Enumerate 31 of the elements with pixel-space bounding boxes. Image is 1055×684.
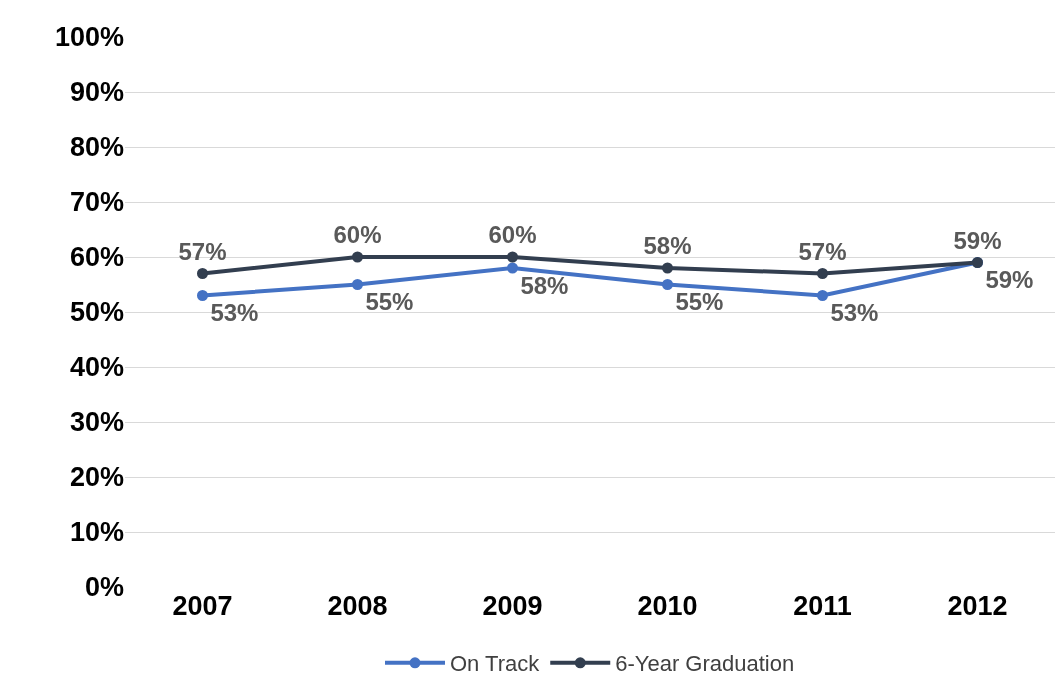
x-tick-label: 2010	[637, 591, 698, 621]
x-tick-label: 2007	[172, 591, 233, 621]
data-label: 53%	[830, 299, 879, 327]
data-label: 53%	[210, 299, 259, 327]
y-tick-label: 40%	[69, 352, 124, 383]
y-tick-label: 100%	[54, 22, 124, 53]
x-tick-label: 2009	[482, 591, 543, 621]
data-label: 57%	[178, 237, 227, 265]
data-label: 58%	[643, 232, 692, 260]
data-label: 57%	[798, 237, 847, 265]
legend-label: On Track	[450, 651, 541, 677]
x-tick-label: 2012	[947, 591, 1008, 621]
data-label: 60%	[488, 221, 537, 249]
data-label: 59%	[953, 226, 1002, 254]
y-tick-label: 0%	[84, 572, 124, 603]
data-label: 58%	[520, 271, 569, 299]
y-tick-label: 70%	[69, 187, 124, 218]
y-tick-label: 10%	[69, 517, 124, 548]
y-tick-label: 20%	[69, 462, 124, 493]
y-tick-label: 50%	[69, 297, 124, 328]
y-tick-label: 90%	[69, 77, 124, 108]
legend-label: 6-Year Graduation	[615, 651, 795, 677]
y-tick-label: 30%	[69, 407, 124, 438]
data-label: 55%	[675, 288, 724, 316]
x-tick-label: 2011	[793, 591, 852, 621]
y-tick-label: 60%	[69, 242, 124, 273]
x-tick-label: 2008	[327, 591, 388, 621]
data-label: 60%	[333, 221, 382, 249]
data-label: 59%	[985, 266, 1034, 294]
data-label: 55%	[365, 288, 414, 316]
y-tick-label: 80%	[69, 132, 124, 163]
